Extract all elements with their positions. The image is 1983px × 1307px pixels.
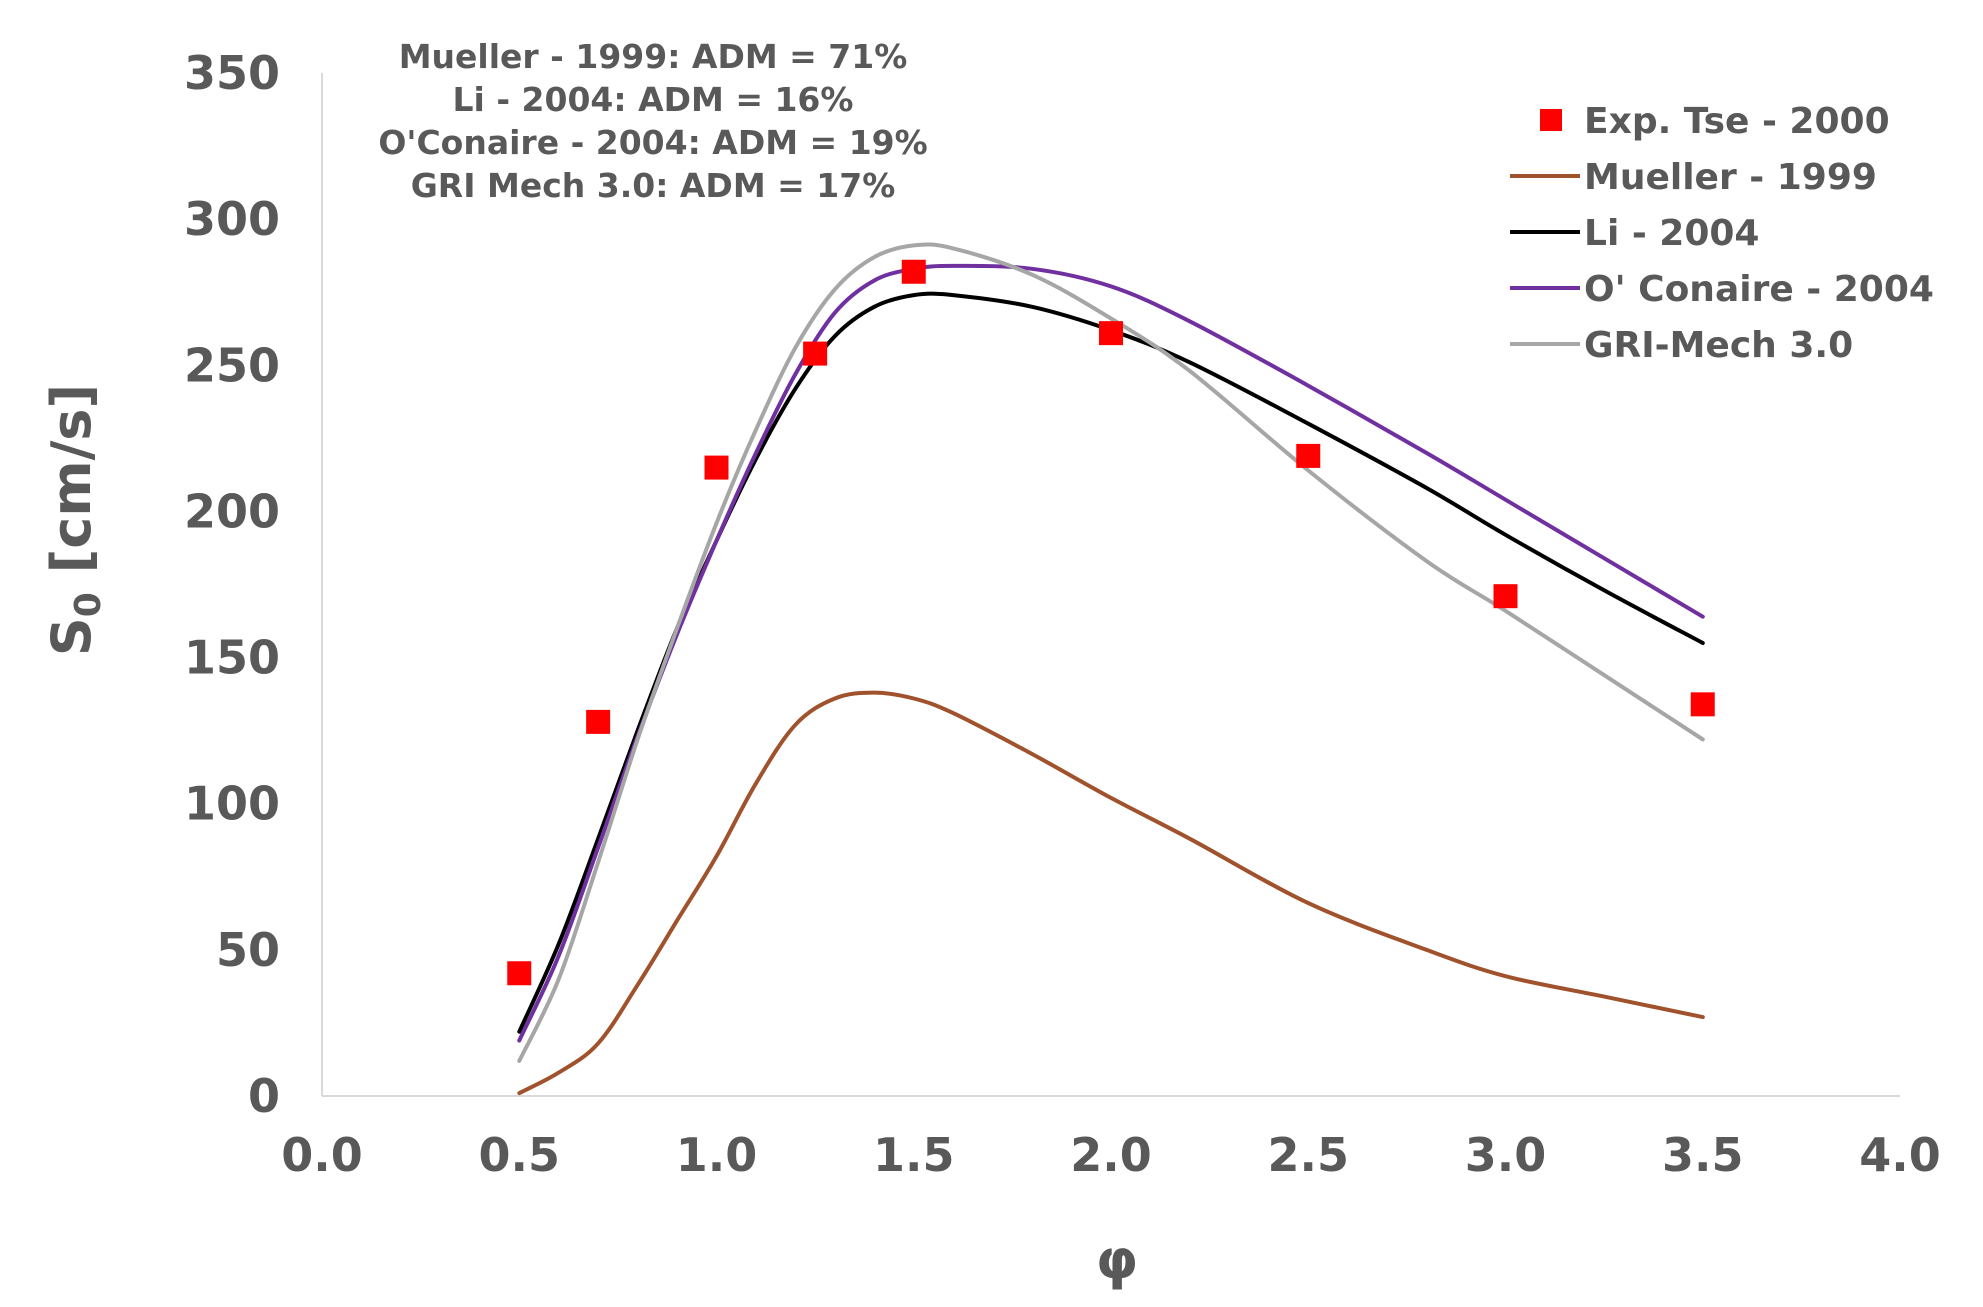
x-tick-label: 1.5 (873, 1128, 955, 1182)
scatter-point (1099, 321, 1123, 346)
series-line-li-2004 (517, 291, 1705, 1034)
legend: Exp. Tse - 2000 Mueller - 1999 Li - 2004 O'… (1510, 101, 1934, 366)
y-axis-title-unit: [cm/s] (40, 384, 103, 592)
x-tick-label: 3.5 (1662, 1128, 1744, 1182)
legend-item-mueller-1999: Mueller - 1999 (1510, 157, 1877, 198)
scatter-point (507, 961, 532, 986)
legend-label: Exp. Tse - 2000 (1584, 101, 1890, 142)
y-tick-label: 200 (184, 484, 280, 538)
y-tick-labels: 0 50 100 150 200 250 300 350 (184, 46, 280, 1123)
scatter-point (586, 709, 611, 734)
x-tick-label: 2.0 (1070, 1128, 1152, 1182)
legend-label: O' Conaire - 2004 (1584, 269, 1934, 310)
series-line-gri-mech-3-0 (517, 242, 1705, 1063)
x-tick-label: 3.0 (1465, 1128, 1547, 1182)
scatter-point (803, 341, 828, 366)
scatter-points (507, 259, 1715, 986)
legend-label: GRI-Mech 3.0 (1584, 325, 1853, 366)
y-axis-title-subscript: 0 (68, 592, 109, 617)
x-tick-label: 0.0 (281, 1128, 363, 1182)
scatter-point (901, 259, 926, 284)
y-axis-title-main: S (40, 617, 103, 656)
x-tick-label: 4.0 (1859, 1128, 1941, 1182)
legend-item-exp-tse-2000: Exp. Tse - 2000 (1540, 101, 1890, 142)
series-line-mueller-1999 (517, 690, 1705, 1096)
y-tick-label: 300 (184, 192, 280, 246)
annotation-gri: GRI Mech 3.0: ADM = 17% (411, 166, 896, 205)
y-tick-label: 0 (248, 1069, 280, 1123)
axes (321, 73, 1900, 1097)
x-axis-title: φ (1096, 1228, 1138, 1291)
scatter-point (1296, 443, 1321, 468)
y-tick-label: 150 (184, 631, 280, 685)
adm-annotations: Mueller - 1999: ADM = 71% Li - 2004: ADM… (378, 37, 927, 205)
x-tick-labels: 0.0 0.5 1.0 1.5 2.0 2.5 3.0 3.5 4.0 (281, 1128, 1941, 1182)
x-tick-label: 0.5 (479, 1128, 561, 1182)
annotation-mueller: Mueller - 1999: ADM = 71% (399, 37, 908, 76)
x-tick-label: 1.0 (676, 1128, 758, 1182)
scatter-point (1493, 584, 1518, 609)
scatter-point (704, 455, 729, 480)
legend-item-o-conaire-2004: O' Conaire - 2004 (1510, 269, 1934, 310)
plot-area (517, 242, 1705, 1096)
scatter-point (1690, 692, 1715, 717)
legend-marker (1540, 109, 1562, 131)
annotation-li: Li - 2004: ADM = 16% (453, 80, 854, 119)
legend-label: Li - 2004 (1584, 213, 1759, 254)
y-tick-label: 350 (184, 46, 280, 100)
legend-label: Mueller - 1999 (1584, 157, 1877, 198)
x-tick-label: 2.5 (1268, 1128, 1350, 1182)
y-tick-label: 250 (184, 338, 280, 392)
y-tick-label: 100 (184, 777, 280, 831)
legend-item-li-2004: Li - 2004 (1510, 213, 1759, 254)
legend-item-gri-mech-3-0: GRI-Mech 3.0 (1510, 325, 1853, 366)
y-tick-label: 50 (216, 923, 280, 977)
y-axis-title: S0 [cm/s] (40, 384, 109, 656)
annotation-oconaire: O'Conaire - 2004: ADM = 19% (378, 123, 927, 162)
